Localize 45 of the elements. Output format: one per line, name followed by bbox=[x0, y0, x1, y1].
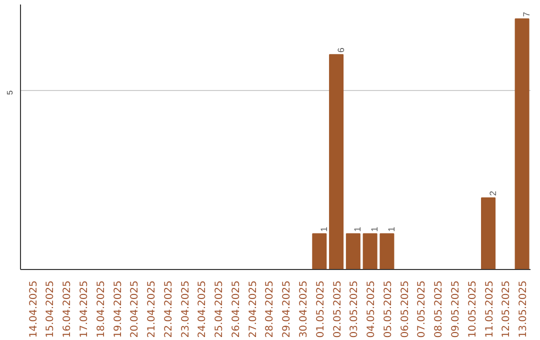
data-label: 1 bbox=[318, 226, 329, 232]
bar bbox=[346, 233, 360, 270]
data-label: 1 bbox=[386, 226, 396, 232]
x-tick-label: 05.05.2025 bbox=[382, 280, 394, 338]
x-tick-label: 12.05.2025 bbox=[501, 280, 512, 338]
x-tick-label: 25.04.2025 bbox=[214, 280, 226, 338]
x-tick-label: 27.04.2025 bbox=[248, 280, 259, 338]
x-tick-label: 01.05.2025 bbox=[315, 280, 326, 338]
bar bbox=[514, 18, 530, 270]
x-tick-label: 13.05.2025 bbox=[518, 280, 530, 338]
bar bbox=[312, 233, 327, 270]
x-tick-label: 08.05.2025 bbox=[434, 280, 445, 338]
bar bbox=[481, 197, 496, 270]
x-tick-label: 03.05.2025 bbox=[349, 280, 360, 338]
x-tick-label: 10.05.2025 bbox=[467, 280, 478, 338]
data-label: 6 bbox=[336, 48, 346, 53]
x-tick-label: 26.04.2025 bbox=[230, 280, 242, 338]
x-tick-label: 29.04.2025 bbox=[282, 280, 293, 338]
x-tick-label: 23.04.2025 bbox=[180, 280, 192, 338]
x-tick-label: 22.04.2025 bbox=[163, 280, 174, 338]
x-tick-label: 04.05.2025 bbox=[366, 280, 378, 338]
x-tick-label: 07.05.2025 bbox=[416, 280, 428, 338]
bar bbox=[329, 54, 344, 270]
x-tick-label: 19.04.2025 bbox=[112, 280, 124, 338]
data-label: 1 bbox=[352, 226, 363, 232]
x-tick-label: 15.04.2025 bbox=[45, 280, 56, 338]
x-tick-label: 11.05.2025 bbox=[484, 280, 496, 338]
x-tick-label: 06.05.2025 bbox=[400, 280, 411, 338]
x-tick-label: 30.04.2025 bbox=[298, 280, 310, 338]
data-label: 2 bbox=[488, 190, 498, 196]
x-tick-label: 02.05.2025 bbox=[332, 280, 344, 338]
x-tick-label: 18.04.2025 bbox=[96, 280, 107, 338]
bar bbox=[362, 233, 378, 270]
x-tick-label: 16.04.2025 bbox=[62, 280, 74, 338]
bar bbox=[380, 233, 394, 270]
x-tick-label: 21.04.2025 bbox=[146, 280, 158, 338]
x-tick-label: 28.04.2025 bbox=[264, 280, 276, 338]
x-tick-label: 17.04.2025 bbox=[78, 280, 90, 338]
y-tick-label: 5 bbox=[6, 90, 14, 95]
data-label: 7 bbox=[522, 12, 532, 17]
x-tick-label: 20.04.2025 bbox=[130, 280, 141, 338]
x-tick-label: 24.04.2025 bbox=[197, 280, 208, 338]
data-label: 1 bbox=[370, 226, 380, 232]
x-tick-label: 09.05.2025 bbox=[450, 280, 462, 338]
x-tick-label: 14.04.2025 bbox=[28, 280, 40, 338]
